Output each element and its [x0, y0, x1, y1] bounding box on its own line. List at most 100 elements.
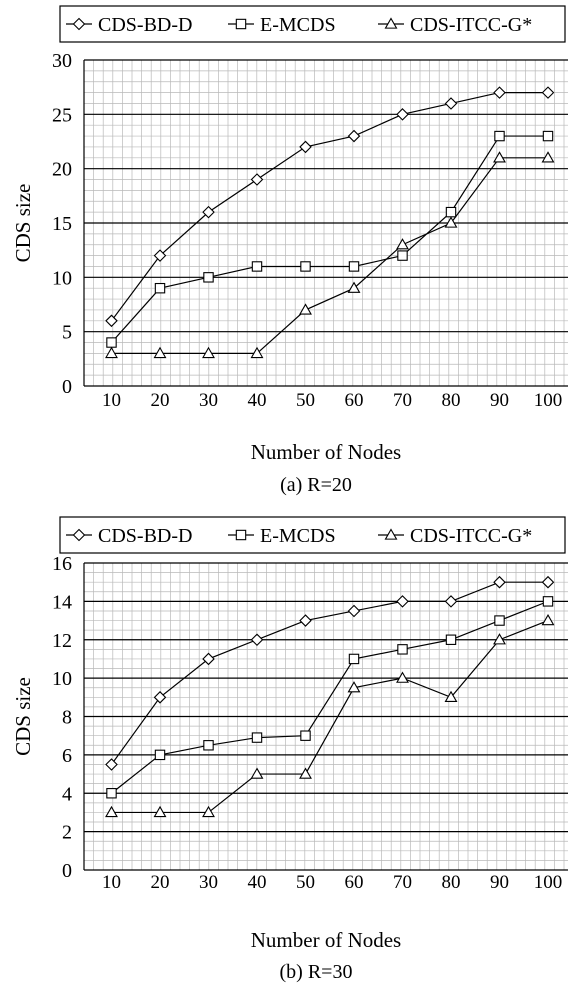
data-point-diamond [202, 652, 215, 666]
x-tick-label: 100 [534, 872, 563, 893]
series-line-diamond [111, 91, 548, 322]
y-tick-label: 6 [62, 745, 72, 767]
data-point-square [348, 653, 360, 665]
y-tick-label: 2 [62, 822, 72, 844]
y-tick-label: 14 [52, 591, 72, 613]
data-point-diamond [153, 691, 167, 704]
data-point-diamond [153, 249, 167, 262]
chart-2: 0 2 4 6 8 10 12 14 16 10 20 30 40 50 60 70 80 90 100 CDS-BD… [11, 516, 568, 983]
x-tick-label: 50 [296, 872, 315, 893]
x-axis-label: Number of Nodes [251, 440, 401, 464]
data-point-triangle [347, 681, 361, 693]
data-point-diamond [541, 575, 555, 589]
legend-box [59, 516, 566, 554]
data-point-triangle [493, 633, 506, 645]
data-point-triangle [202, 346, 215, 359]
data-point-square [203, 272, 214, 283]
data-point-square [542, 596, 554, 607]
legend-label: CDS-BD-D [98, 525, 192, 547]
x-tick-label: 90 [490, 390, 509, 411]
data-point-square [542, 130, 554, 142]
data-point-diamond [299, 140, 312, 154]
chart-caption: (a) R=20 [280, 474, 352, 496]
x-tick-label: 60 [345, 872, 364, 893]
data-point-diamond [105, 314, 118, 328]
legend-marker-diamond [72, 528, 86, 542]
data-point-triangle [153, 805, 167, 818]
legend-marker-square [235, 18, 247, 30]
legend-label: CDS-BD-D [98, 14, 192, 36]
legend-marker-triangle [384, 528, 398, 540]
y-tick-label: 12 [52, 630, 72, 652]
data-point-triangle [493, 151, 506, 163]
series-line-triangle [111, 620, 549, 814]
legend-marker-square [235, 529, 247, 541]
data-point-diamond [250, 173, 264, 186]
chart-caption: (b) R=30 [280, 961, 353, 983]
y-tick-label: 10 [52, 668, 72, 690]
y-tick-label: 10 [52, 267, 72, 289]
x-tick-label: 50 [296, 390, 315, 411]
x-tick-label: 40 [248, 390, 267, 411]
data-point-triangle [347, 281, 361, 293]
data-point-triangle [541, 151, 555, 163]
x-axis-label: Number of Nodes [251, 928, 401, 952]
x-tick-label: 80 [442, 390, 461, 411]
x-tick-label: 20 [151, 872, 170, 893]
data-point-diamond [444, 595, 458, 608]
y-axis-label: CDS size [11, 184, 35, 263]
y-tick-label: 15 [52, 213, 72, 235]
data-point-square [397, 250, 408, 261]
x-tick-label: 80 [442, 872, 461, 893]
data-point-diamond [493, 86, 506, 99]
series-line-triangle [111, 157, 548, 354]
data-point-triangle [444, 216, 458, 228]
chart-1: 0 5 10 15 20 25 30 10 20 30 40 50 60 70 80 90 100 CDS-BD-… [11, 5, 568, 496]
y-tick-label: 8 [62, 707, 72, 729]
legend-marker-triangle [384, 17, 398, 29]
legend: CDS-BD-D E-MCDS CDS-ITCC-G* [59, 516, 566, 554]
data-point-square [154, 749, 166, 761]
data-point-square [445, 206, 457, 218]
data-point-diamond [105, 758, 118, 771]
data-point-triangle [250, 346, 264, 359]
data-point-triangle [105, 346, 118, 359]
x-tick-label: 10 [102, 390, 121, 411]
series-line-square [111, 600, 549, 794]
y-tick-label: 25 [52, 104, 72, 126]
data-point-diamond [347, 129, 361, 143]
data-point-diamond [250, 633, 264, 647]
series-line-square [111, 135, 548, 343]
legend-marker-diamond [72, 17, 86, 31]
data-point-square [251, 261, 263, 272]
data-point-diamond [493, 575, 506, 589]
x-tick-label: 70 [393, 390, 412, 411]
data-point-diamond [444, 97, 458, 110]
data-point-square [251, 732, 263, 743]
x-tick-label: 100 [534, 390, 563, 411]
data-point-square [494, 615, 505, 626]
data-point-triangle [105, 805, 118, 818]
y-axis-label: CDS size [11, 677, 35, 756]
legend-label: E-MCDS [260, 14, 336, 36]
legend: CDS-BD-D E-MCDS CDS-ITCC-G* [59, 5, 566, 43]
y-tick-label: 30 [52, 50, 72, 72]
data-point-diamond [396, 595, 409, 608]
data-point-triangle [396, 671, 409, 683]
data-point-square [300, 261, 311, 272]
series-line-diamond [111, 581, 548, 765]
x-tick-label: 60 [345, 390, 364, 411]
legend-label: CDS-ITCC-G* [410, 525, 532, 547]
data-point-square [348, 261, 360, 272]
legend-label: CDS-ITCC-G* [410, 14, 532, 36]
data-point-triangle [202, 805, 215, 818]
y-tick-label: 0 [62, 376, 72, 398]
y-tick-label: 4 [62, 783, 72, 805]
data-point-square [203, 740, 214, 751]
data-point-triangle [299, 303, 312, 315]
data-point-triangle [153, 346, 167, 359]
data-point-square [397, 644, 408, 655]
data-point-triangle [444, 690, 458, 702]
